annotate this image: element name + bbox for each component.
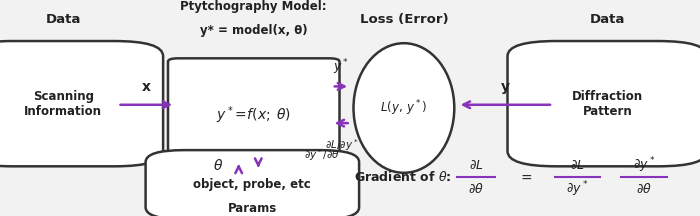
Text: $\partial\theta$: $\partial\theta$: [468, 182, 484, 196]
Text: $\partial\theta$: $\partial\theta$: [636, 182, 652, 196]
Text: x: x: [142, 81, 150, 94]
Text: y* = model(x, θ): y* = model(x, θ): [200, 24, 307, 37]
FancyBboxPatch shape: [168, 58, 340, 173]
Text: Data: Data: [46, 13, 81, 26]
Text: Ptytchography Model:: Ptytchography Model:: [181, 0, 327, 13]
Text: $L(y,\,y^*)$: $L(y,\,y^*)$: [381, 98, 427, 118]
FancyBboxPatch shape: [0, 41, 163, 166]
Text: Params: Params: [228, 202, 277, 215]
Text: $y^*$: $y^*$: [333, 57, 349, 77]
Text: $\partial y^*$: $\partial y^*$: [633, 156, 655, 175]
Text: $\partial L$: $\partial L$: [469, 159, 483, 172]
Text: Diffraction
Pattern: Diffraction Pattern: [572, 90, 643, 118]
FancyBboxPatch shape: [146, 150, 359, 216]
FancyBboxPatch shape: [508, 41, 700, 166]
Text: $\partial y^*/\partial\theta$: $\partial y^*/\partial\theta$: [304, 147, 340, 163]
Ellipse shape: [354, 43, 454, 173]
Text: $\partial L/\partial y^*$: $\partial L/\partial y^*$: [325, 137, 358, 153]
Text: $\theta$: $\theta$: [213, 158, 223, 173]
Text: $\partial L$: $\partial L$: [570, 159, 584, 172]
Text: object, probe, etc: object, probe, etc: [193, 178, 312, 191]
Text: Scanning
Information: Scanning Information: [25, 90, 102, 118]
Text: $y^*\!=\!f(x;\;\theta)$: $y^*\!=\!f(x;\;\theta)$: [216, 105, 291, 126]
Text: Loss (Error): Loss (Error): [360, 13, 448, 26]
Text: Data: Data: [589, 13, 625, 26]
Text: y: y: [501, 81, 510, 94]
Text: $\partial y^*$: $\partial y^*$: [566, 179, 589, 199]
Text: $=$: $=$: [517, 170, 533, 184]
Text: Gradient of $\theta$:: Gradient of $\theta$:: [354, 170, 451, 184]
